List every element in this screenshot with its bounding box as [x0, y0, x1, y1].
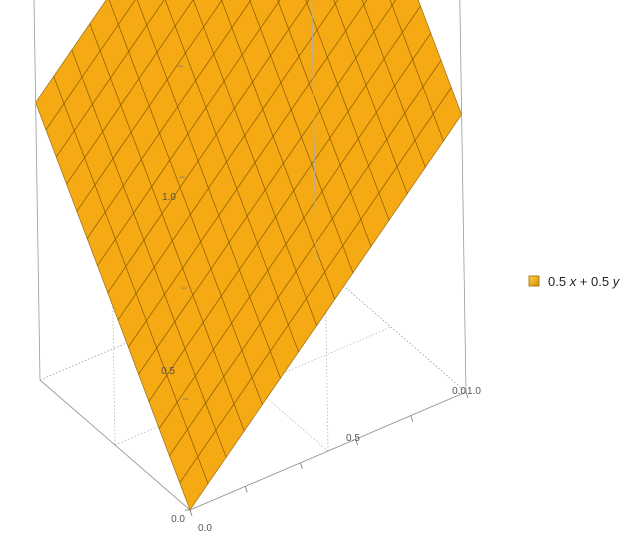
box-edge-floor-far-b	[39, 261, 317, 381]
tick-mark-x	[189, 509, 193, 517]
tick-mark-x	[244, 486, 248, 493]
tick-mark-x	[465, 391, 469, 399]
surface-cell	[305, 0, 310, 4]
surface-cell	[89, 0, 119, 52]
surface-mesh	[35, 0, 462, 511]
surface-cell	[333, 0, 339, 5]
tick-mark-x	[410, 415, 414, 422]
surface-cell	[146, 0, 176, 54]
legend: 0.5 x + 0.5 y	[528, 274, 621, 289]
surface-cell	[334, 0, 365, 32]
box-edge-vertical-back	[311, 0, 317, 263]
bounding-box-front-edges	[33, 0, 467, 511]
surface-cell	[249, 0, 252, 2]
surface-cell	[363, 0, 393, 33]
surface-cell	[193, 0, 223, 28]
tick-label-vertical-top: 1.0	[162, 192, 176, 203]
surface-cell	[361, 0, 368, 6]
box-edge-vertical-right	[459, 0, 467, 393]
surface-cell	[136, 0, 165, 26]
surface-cell	[108, 0, 136, 26]
surface-cell	[277, 0, 281, 3]
tick-mark-x	[300, 462, 303, 469]
surface-cell	[174, 0, 204, 54]
surface-cell	[221, 0, 251, 29]
surface-cell	[306, 0, 336, 31]
surface-cell	[389, 0, 397, 6]
box-edge-floor-x	[189, 391, 467, 511]
surface-cell	[391, 0, 421, 34]
surface-cell	[118, 0, 148, 53]
tick-label-origin-bottom: 0.0	[198, 523, 212, 534]
tick-label-vertical-mid: 0.5	[161, 366, 175, 377]
box-edge-vertical-left	[33, 0, 41, 381]
tick-mark-x	[355, 439, 358, 446]
tick-label-bottom-end: 1.0	[467, 386, 481, 397]
legend-swatch	[528, 275, 540, 287]
axis-ticks	[178, 65, 469, 517]
surface-cell	[164, 0, 194, 27]
tick-label-origin-vertical: 0.0	[171, 514, 185, 525]
surface-cell	[278, 0, 308, 30]
tick-label-bottom-mid: 0.5	[346, 433, 360, 444]
box-edge-floor-y	[39, 379, 191, 511]
surface-cell	[249, 0, 279, 30]
legend-label: 0.5 x + 0.5 y	[548, 274, 621, 289]
tick-label-right-end-a: 0.0	[452, 386, 466, 397]
